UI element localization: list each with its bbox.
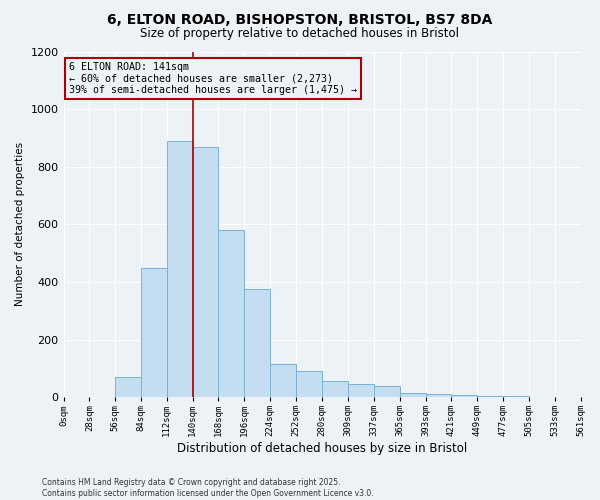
Bar <box>167 141 193 397</box>
Bar <box>503 396 529 397</box>
Bar <box>374 386 400 397</box>
Y-axis label: Number of detached properties: Number of detached properties <box>15 142 25 306</box>
Bar <box>193 146 218 397</box>
Bar <box>451 395 477 397</box>
Bar <box>425 394 451 397</box>
Bar <box>529 396 554 397</box>
Bar <box>141 268 167 397</box>
Bar <box>296 372 322 397</box>
Bar <box>348 384 374 397</box>
X-axis label: Distribution of detached houses by size in Bristol: Distribution of detached houses by size … <box>177 442 467 455</box>
Bar <box>115 377 141 397</box>
Bar <box>218 230 244 397</box>
Text: Contains HM Land Registry data © Crown copyright and database right 2025.
Contai: Contains HM Land Registry data © Crown c… <box>42 478 374 498</box>
Text: Size of property relative to detached houses in Bristol: Size of property relative to detached ho… <box>140 28 460 40</box>
Bar <box>244 289 270 397</box>
Bar <box>477 396 503 397</box>
Text: 6, ELTON ROAD, BISHOPSTON, BRISTOL, BS7 8DA: 6, ELTON ROAD, BISHOPSTON, BRISTOL, BS7 … <box>107 12 493 26</box>
Bar <box>270 364 296 397</box>
Text: 6 ELTON ROAD: 141sqm
← 60% of detached houses are smaller (2,273)
39% of semi-de: 6 ELTON ROAD: 141sqm ← 60% of detached h… <box>69 62 357 95</box>
Bar <box>322 382 348 397</box>
Bar <box>400 393 425 397</box>
